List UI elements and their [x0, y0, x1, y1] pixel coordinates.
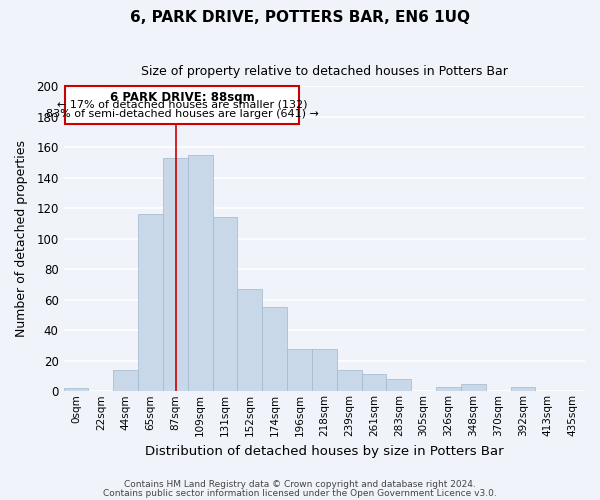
- Bar: [461, 384, 485, 392]
- Bar: [212, 218, 238, 392]
- Bar: [511, 386, 535, 392]
- Bar: [262, 308, 287, 392]
- Bar: [362, 374, 386, 392]
- X-axis label: Distribution of detached houses by size in Potters Bar: Distribution of detached houses by size …: [145, 444, 503, 458]
- Bar: [188, 155, 212, 392]
- Bar: [113, 370, 138, 392]
- Text: Contains public sector information licensed under the Open Government Licence v3: Contains public sector information licen…: [103, 488, 497, 498]
- Bar: [163, 158, 188, 392]
- Y-axis label: Number of detached properties: Number of detached properties: [15, 140, 28, 337]
- Text: 6 PARK DRIVE: 88sqm: 6 PARK DRIVE: 88sqm: [110, 90, 254, 104]
- Text: ← 17% of detached houses are smaller (132): ← 17% of detached houses are smaller (13…: [57, 100, 307, 110]
- Text: 6, PARK DRIVE, POTTERS BAR, EN6 1UQ: 6, PARK DRIVE, POTTERS BAR, EN6 1UQ: [130, 10, 470, 25]
- Bar: [238, 289, 262, 392]
- Bar: [287, 348, 312, 392]
- Bar: [337, 370, 362, 392]
- Title: Size of property relative to detached houses in Potters Bar: Size of property relative to detached ho…: [141, 65, 508, 78]
- Bar: [64, 388, 88, 392]
- Text: Contains HM Land Registry data © Crown copyright and database right 2024.: Contains HM Land Registry data © Crown c…: [124, 480, 476, 489]
- FancyBboxPatch shape: [65, 86, 299, 124]
- Text: 83% of semi-detached houses are larger (641) →: 83% of semi-detached houses are larger (…: [46, 109, 319, 119]
- Bar: [312, 348, 337, 392]
- Bar: [436, 386, 461, 392]
- Bar: [386, 379, 411, 392]
- Bar: [138, 214, 163, 392]
